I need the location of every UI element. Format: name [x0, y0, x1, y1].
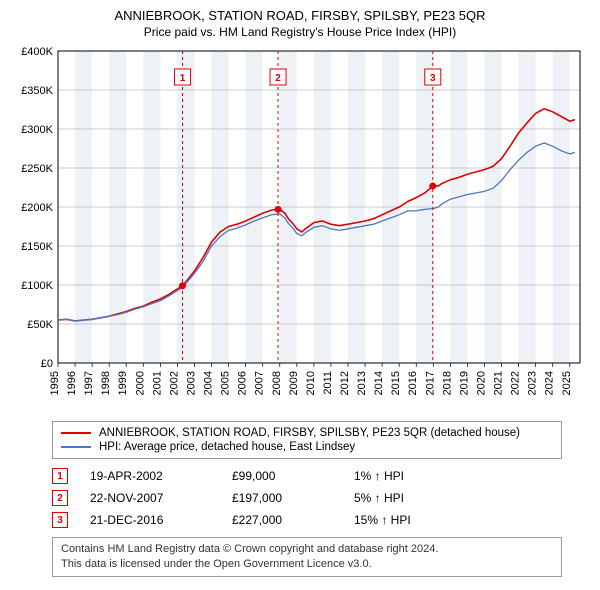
svg-text:2001: 2001	[151, 371, 163, 395]
svg-text:1: 1	[180, 73, 186, 84]
legend-swatch	[61, 432, 91, 434]
legend: ANNIEBROOK, STATION ROAD, FIRSBY, SPILSB…	[52, 421, 562, 459]
legend-label: ANNIEBROOK, STATION ROAD, FIRSBY, SPILSB…	[99, 427, 520, 439]
event-marker-badge: 2	[52, 490, 68, 506]
svg-text:2007: 2007	[254, 371, 266, 395]
svg-text:2019: 2019	[458, 371, 470, 395]
svg-text:£50K: £50K	[27, 319, 53, 331]
svg-text:£250K: £250K	[21, 163, 53, 175]
legend-row: HPI: Average price, detached house, East…	[61, 440, 553, 454]
price-chart: £0 £50K £100K £150K £200K £250K £300K £350K £400…	[10, 45, 590, 415]
svg-text:£400K: £400K	[21, 46, 53, 58]
footnote-line: Contains HM Land Registry data © Crown c…	[61, 542, 553, 557]
legend-swatch	[61, 446, 91, 448]
svg-text:1995: 1995	[49, 371, 61, 395]
svg-text:£350K: £350K	[21, 85, 53, 97]
event-row: 3 21-DEC-2016 £227,000 15% ↑ HPI	[52, 509, 590, 531]
event-marker-badge: 3	[52, 512, 68, 528]
svg-text:1997: 1997	[83, 371, 95, 395]
event-hpi: 15% ↑ HPI	[354, 513, 464, 527]
svg-text:1999: 1999	[117, 371, 129, 395]
svg-text:£100K: £100K	[21, 280, 53, 292]
svg-text:2: 2	[275, 73, 281, 84]
footnote-line: This data is licensed under the Open Gov…	[61, 557, 553, 572]
svg-text:2004: 2004	[203, 371, 215, 395]
svg-text:2018: 2018	[441, 371, 453, 395]
svg-text:2002: 2002	[168, 371, 180, 395]
svg-text:1996: 1996	[66, 371, 78, 395]
svg-text:£0: £0	[41, 358, 53, 370]
svg-text:1998: 1998	[100, 371, 112, 395]
svg-text:£300K: £300K	[21, 124, 53, 136]
svg-text:2006: 2006	[237, 371, 249, 395]
event-price: £99,000	[232, 469, 332, 483]
svg-text:2017: 2017	[424, 371, 436, 395]
event-row: 2 22-NOV-2007 £197,000 5% ↑ HPI	[52, 487, 590, 509]
event-marker-badge: 1	[52, 468, 68, 484]
legend-label: HPI: Average price, detached house, East…	[99, 441, 355, 453]
svg-text:2023: 2023	[527, 371, 539, 395]
event-list: 1 19-APR-2002 £99,000 1% ↑ HPI 2 22-NOV-2007 £…	[52, 465, 590, 531]
svg-text:2024: 2024	[544, 371, 556, 395]
svg-text:2008: 2008	[271, 371, 283, 395]
svg-text:2014: 2014	[373, 371, 385, 395]
event-row: 1 19-APR-2002 £99,000 1% ↑ HPI	[52, 465, 590, 487]
svg-text:2016: 2016	[407, 371, 419, 395]
chart-subtitle: Price paid vs. HM Land Registry's House …	[10, 25, 590, 39]
chart-title: ANNIEBROOK, STATION ROAD, FIRSBY, SPILSB…	[10, 8, 590, 23]
svg-text:£200K: £200K	[21, 202, 53, 214]
svg-text:2012: 2012	[339, 371, 351, 395]
svg-text:2025: 2025	[561, 371, 573, 395]
event-date: 22-NOV-2007	[90, 491, 210, 505]
svg-text:2020: 2020	[475, 371, 487, 395]
event-hpi: 5% ↑ HPI	[354, 491, 464, 505]
event-date: 21-DEC-2016	[90, 513, 210, 527]
svg-text:2009: 2009	[288, 371, 300, 395]
legend-row: ANNIEBROOK, STATION ROAD, FIRSBY, SPILSB…	[61, 426, 553, 440]
chart-area: £0 £50K £100K £150K £200K £250K £300K £350K £400…	[10, 45, 590, 415]
svg-text:£150K: £150K	[21, 241, 53, 253]
svg-text:2000: 2000	[134, 371, 146, 395]
event-date: 19-APR-2002	[90, 469, 210, 483]
svg-text:2015: 2015	[390, 371, 402, 395]
svg-text:2022: 2022	[510, 371, 522, 395]
svg-text:2003: 2003	[185, 371, 197, 395]
event-hpi: 1% ↑ HPI	[354, 469, 464, 483]
svg-text:3: 3	[430, 73, 436, 84]
event-price: £227,000	[232, 513, 332, 527]
svg-text:2010: 2010	[305, 371, 317, 395]
svg-text:2013: 2013	[356, 371, 368, 395]
event-price: £197,000	[232, 491, 332, 505]
footnote: Contains HM Land Registry data © Crown c…	[52, 537, 562, 577]
svg-text:2011: 2011	[322, 371, 334, 395]
svg-text:2021: 2021	[493, 371, 505, 395]
svg-text:2005: 2005	[220, 371, 232, 395]
